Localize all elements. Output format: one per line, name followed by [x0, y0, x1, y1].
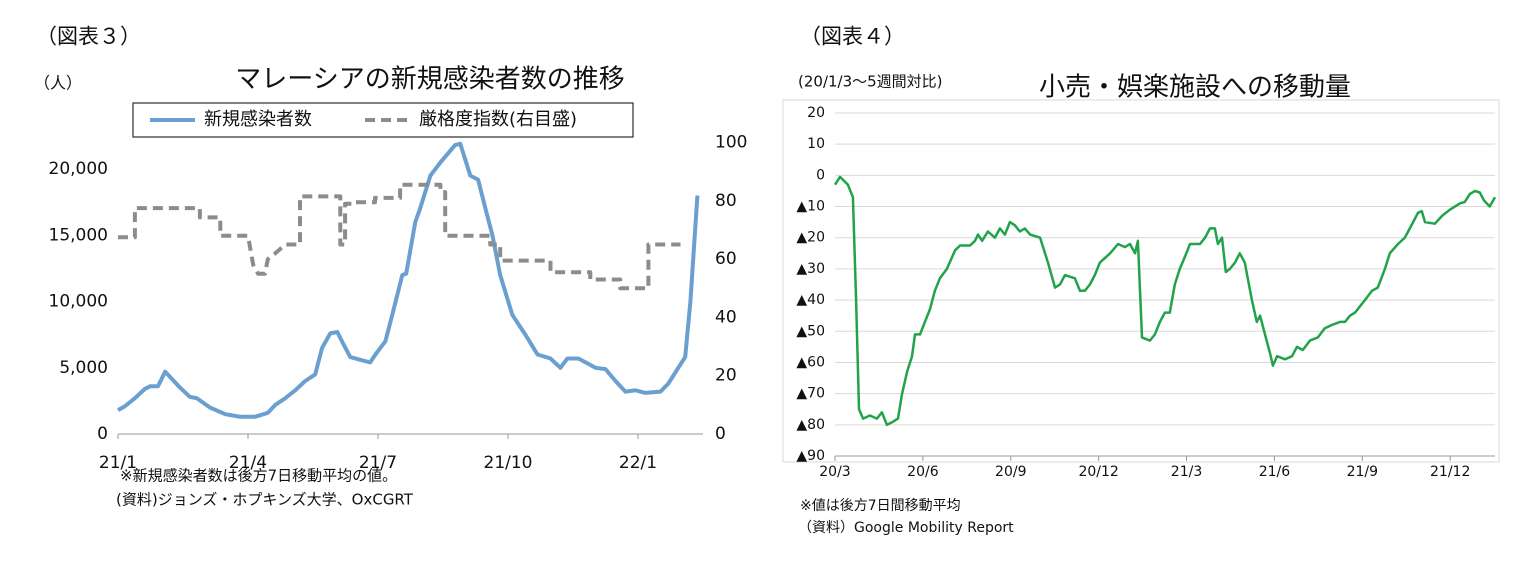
y-tick-label: ▲90: [796, 448, 825, 464]
y2-tick-label: 0: [715, 424, 726, 444]
y-tick-label: 0: [97, 424, 108, 444]
data-line: [833, 175, 1497, 427]
x-tick-label: 21/9: [1347, 464, 1378, 480]
data-line: [117, 141, 700, 419]
figure-label: （図表４）: [800, 25, 905, 49]
legend-label: 厳格度指数(右目盛): [419, 109, 577, 130]
source: （資料）Google Mobility Report: [798, 520, 1014, 536]
x-tick-label: 21/12: [1430, 464, 1470, 480]
y2-tick-label: 20: [715, 366, 737, 386]
y-tick-label: 5,000: [59, 358, 108, 378]
y-tick-label: ▲30: [796, 261, 825, 277]
x-tick-label: 20/12: [1078, 464, 1118, 480]
y-axis-unit: (20/1/3～5週間対比): [798, 73, 943, 91]
y-tick-label: 10: [807, 136, 825, 152]
x-tick-label: 21/1: [99, 453, 137, 473]
y-tick-label: ▲10: [796, 199, 825, 215]
y-tick-label: 15,000: [49, 225, 108, 245]
x-tick-label: 21/10: [484, 453, 533, 473]
x-tick-label: 21/3: [1171, 464, 1202, 480]
y-tick-label: ▲60: [796, 354, 825, 370]
note: ※新規感染者数は後方7日移動平均の値。: [120, 467, 397, 485]
legend-box: [132, 102, 634, 138]
chart-title: 小売・娯楽施設への移動量: [1039, 73, 1351, 103]
y-tick-label: 20: [807, 105, 825, 121]
source: (資料)ジョンズ・ホプキンズ大学、OxCGRT: [116, 491, 414, 509]
data-line: [118, 182, 681, 291]
y-tick-label: ▲40: [796, 292, 825, 308]
y-tick-label: ▲70: [796, 386, 825, 402]
y-axis-unit: （人）: [34, 74, 82, 93]
y2-tick-label: 60: [715, 249, 737, 269]
x-tick-label: 21/7: [359, 453, 397, 473]
x-tick-label: 21/4: [229, 453, 267, 473]
y-tick-label: 0: [816, 167, 825, 183]
y-tick-label: 20,000: [49, 159, 108, 179]
x-tick-label: 20/3: [819, 464, 850, 480]
y-tick-label: ▲50: [796, 323, 825, 339]
x-tick-label: 21/6: [1259, 464, 1291, 480]
y-tick-label: 10,000: [49, 292, 108, 312]
y2-tick-label: 80: [715, 191, 737, 211]
y-tick-label: ▲20: [796, 230, 825, 246]
legend-label: 新規感染者数: [204, 109, 312, 130]
plot-frame: [782, 99, 1500, 463]
y2-tick-label: 40: [715, 307, 737, 327]
figure-label: （図表３）: [36, 25, 141, 49]
y2-tick-label: 100: [715, 133, 747, 153]
y-tick-label: ▲80: [796, 417, 825, 433]
x-tick-label: 20/9: [995, 464, 1026, 480]
x-tick-label: 22/1: [619, 453, 657, 473]
x-tick-label: 20/6: [907, 464, 939, 480]
note: ※値は後方7日間移動平均: [800, 498, 961, 514]
chart-title: マレーシアの新規感染者数の推移: [235, 65, 624, 95]
